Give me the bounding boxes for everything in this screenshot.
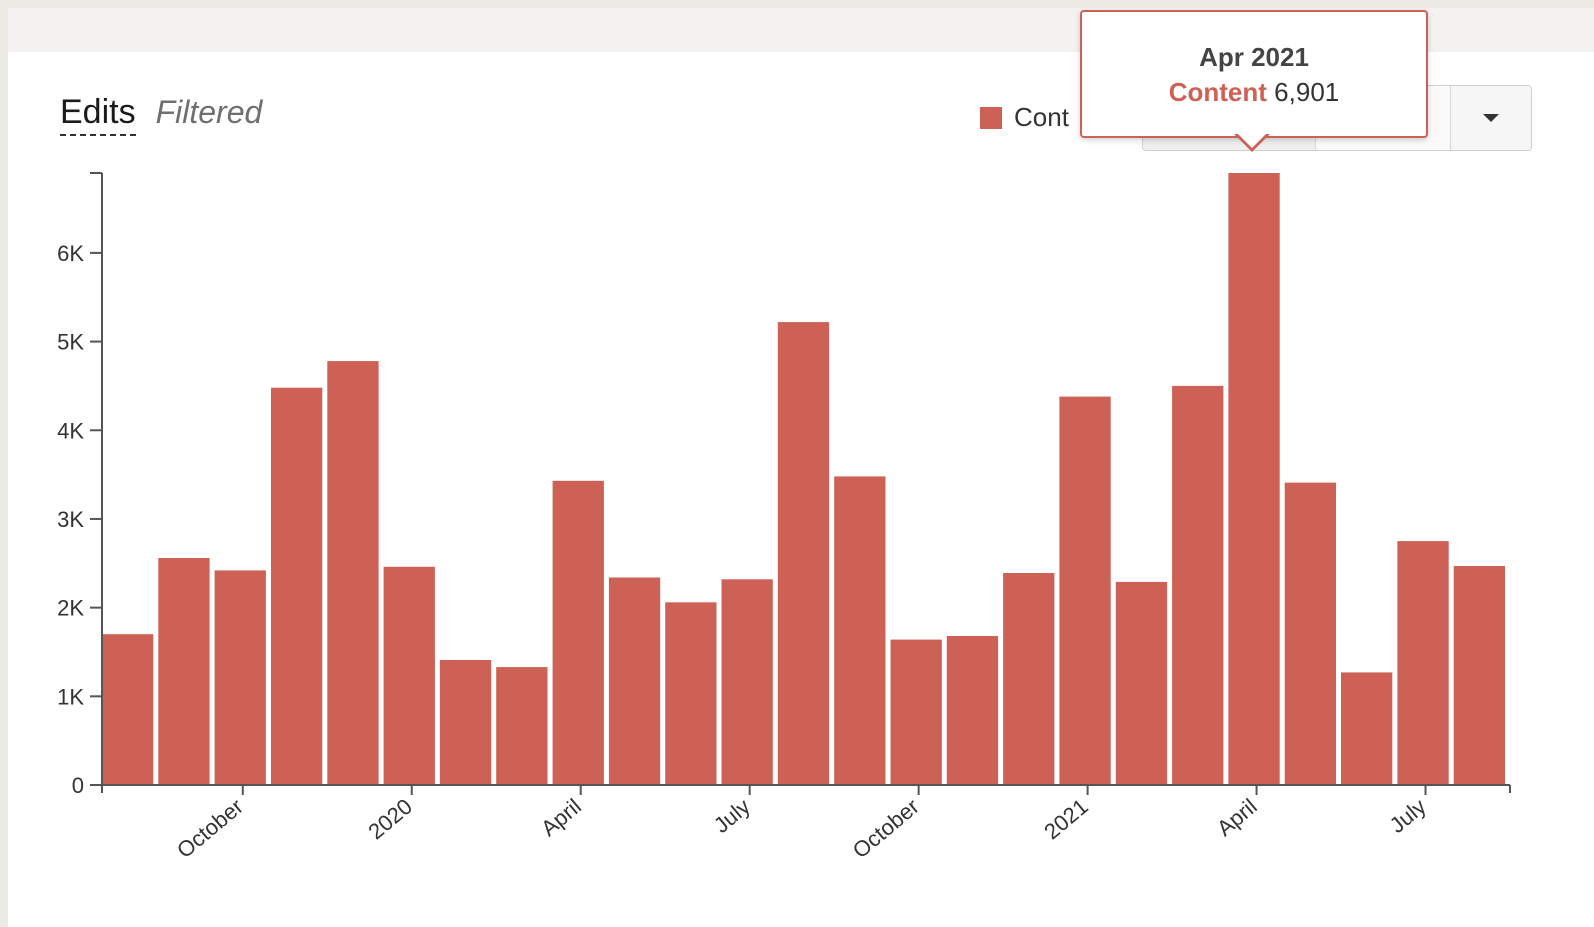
y-tick-label: 2K (57, 596, 84, 621)
x-tick-label: 2020 (363, 794, 417, 845)
y-tick-label: 5K (57, 330, 84, 355)
x-tick-label: July (709, 794, 755, 838)
tooltip-arrow-inner (1237, 133, 1267, 148)
caret-down-icon (1483, 114, 1499, 122)
x-tick-label: July (1385, 794, 1431, 838)
y-tick-label: 3K (57, 507, 84, 532)
bar[interactable] (946, 636, 999, 785)
x-tick-label: October (172, 794, 248, 863)
bar[interactable] (1341, 672, 1393, 785)
bar[interactable] (439, 660, 492, 785)
bar[interactable] (834, 476, 886, 785)
dropdown-button[interactable] (1451, 86, 1531, 150)
bar[interactable] (1172, 385, 1224, 785)
tooltip-title: Apr 2021 (1199, 42, 1309, 72)
bar[interactable] (890, 639, 942, 785)
legend[interactable]: Cont (980, 102, 1069, 133)
bar[interactable] (496, 667, 548, 785)
y-tick-label: 4K (57, 418, 84, 443)
bar[interactable] (665, 602, 717, 785)
bar[interactable] (1284, 482, 1336, 785)
y-tick-label: 1K (57, 684, 84, 709)
x-tick-label: April (536, 794, 586, 841)
tooltip: Apr 2021 Content 6,901 (1080, 10, 1428, 138)
bar[interactable] (608, 577, 661, 786)
bar[interactable] (383, 566, 435, 785)
bar[interactable] (777, 322, 830, 785)
tooltip-value: 6,901 (1274, 77, 1340, 107)
bar[interactable] (271, 387, 323, 785)
x-tick-label: October (848, 794, 924, 863)
legend-label: Cont (1014, 102, 1069, 132)
bar[interactable] (1228, 173, 1280, 785)
chart-title[interactable]: Edits (60, 92, 136, 136)
bar[interactable] (327, 361, 379, 785)
bar[interactable] (214, 570, 266, 785)
legend-swatch (980, 106, 1002, 129)
x-tick-label: April (1212, 794, 1262, 841)
bar[interactable] (1059, 396, 1111, 785)
bar[interactable] (721, 579, 773, 785)
tooltip-line: Content 6,901 (1082, 77, 1426, 108)
bar[interactable] (1003, 573, 1055, 785)
chart-header: Edits Filtered (60, 92, 262, 142)
y-tick-label: 0 (72, 773, 84, 798)
bar[interactable] (552, 480, 604, 785)
y-tick-label: 6K (57, 241, 84, 266)
bar[interactable] (102, 634, 154, 785)
bar[interactable] (1115, 581, 1168, 785)
chart-subtitle: Filtered (155, 94, 263, 130)
bar[interactable] (1397, 541, 1449, 785)
bar[interactable] (1453, 566, 1505, 785)
bar[interactable] (158, 558, 210, 785)
tooltip-series: Content (1168, 77, 1267, 107)
x-tick-label: 2021 (1039, 794, 1093, 845)
